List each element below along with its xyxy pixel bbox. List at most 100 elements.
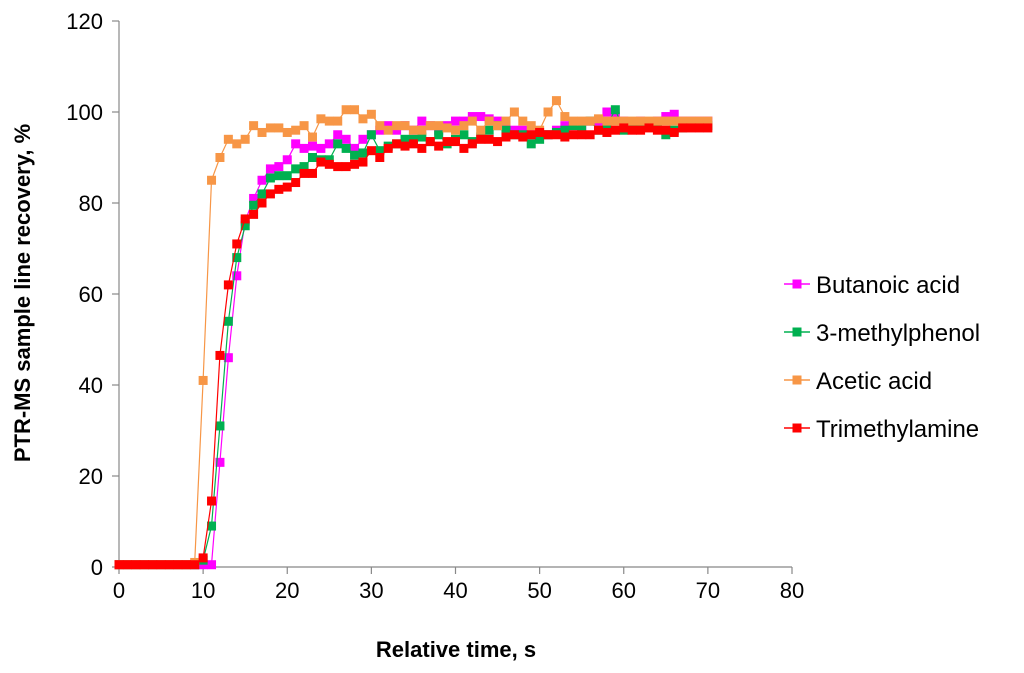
- data-point: [560, 121, 570, 131]
- data-point: [526, 121, 536, 131]
- data-point: [316, 143, 326, 153]
- data-point: [467, 116, 477, 126]
- data-point: [207, 521, 217, 531]
- data-point: [425, 121, 435, 131]
- data-point: [341, 105, 351, 115]
- legend-entry: Trimethylamine: [784, 416, 979, 443]
- data-point: [366, 146, 376, 156]
- data-point: [274, 184, 284, 194]
- data-point: [594, 125, 604, 135]
- data-point: [417, 116, 427, 126]
- data-point: [131, 560, 141, 570]
- data-point: [686, 123, 696, 133]
- data-point: [493, 116, 503, 126]
- data-point: [282, 127, 292, 137]
- data-point: [610, 125, 620, 135]
- data-point: [333, 116, 343, 126]
- data-point: [661, 125, 671, 135]
- data-point: [627, 125, 637, 135]
- data-point: [577, 116, 587, 126]
- data-point: [644, 123, 654, 133]
- data-point: [375, 121, 385, 131]
- x-tick-label: 40: [443, 578, 467, 603]
- data-point: [476, 125, 486, 135]
- legend-entry: 3-methylphenol: [784, 320, 980, 347]
- data-point: [526, 139, 536, 149]
- data-point: [636, 125, 646, 135]
- series-line: [119, 99, 708, 566]
- data-point: [341, 134, 351, 144]
- data-point: [619, 123, 629, 133]
- legend: Butanoic acid 3-methylphenol Acetic acid Tr…: [784, 272, 980, 443]
- data-point: [434, 141, 444, 151]
- data-point: [577, 123, 587, 133]
- data-point: [341, 143, 351, 153]
- data-point: [291, 178, 301, 188]
- data-point: [476, 112, 486, 122]
- data-point: [518, 132, 528, 142]
- data-point: [619, 116, 629, 126]
- data-point: [627, 116, 637, 126]
- data-point: [509, 130, 519, 140]
- data-point: [307, 153, 317, 162]
- data-point: [333, 130, 343, 140]
- data-point: [551, 130, 561, 140]
- data-point: [265, 173, 275, 183]
- data-point: [568, 121, 578, 131]
- data-point: [703, 116, 713, 126]
- x-tick-label: 10: [191, 578, 215, 603]
- data-point: [442, 123, 452, 133]
- data-point: [265, 123, 275, 133]
- data-point: [694, 116, 704, 126]
- data-point: [223, 134, 233, 144]
- data-point: [350, 105, 360, 115]
- data-point: [509, 125, 519, 135]
- data-point: [610, 116, 620, 126]
- data-point: [207, 560, 217, 570]
- data-point: [350, 159, 360, 169]
- data-point: [148, 560, 158, 570]
- data-point: [652, 116, 662, 126]
- y-tick-label: 80: [79, 191, 103, 216]
- data-point: [282, 182, 292, 192]
- data-point: [215, 457, 225, 467]
- data-point: [358, 157, 368, 167]
- data-point: [291, 164, 301, 174]
- data-point: [257, 189, 267, 199]
- data-point: [451, 137, 460, 147]
- data-point: [333, 162, 343, 172]
- data-point: [459, 116, 469, 126]
- data-point: [493, 137, 503, 147]
- data-point: [249, 193, 259, 203]
- data-point: [215, 153, 225, 162]
- data-point: [324, 139, 334, 149]
- data-point: [526, 130, 536, 140]
- legend-marker: [792, 279, 802, 289]
- data-point: [686, 116, 696, 126]
- data-point: [198, 560, 208, 570]
- data-point: [467, 112, 477, 122]
- data-point: [459, 143, 469, 153]
- data-point: [476, 134, 486, 144]
- y-tick-label: 20: [79, 464, 103, 489]
- data-point: [560, 125, 570, 135]
- data-point: [501, 125, 511, 135]
- data-point: [451, 116, 460, 126]
- data-point: [535, 134, 545, 144]
- data-point: [661, 116, 671, 126]
- data-point: [383, 143, 393, 153]
- data-point: [350, 143, 360, 153]
- legend-entry: Acetic acid: [784, 368, 932, 395]
- data-point: [139, 560, 149, 570]
- data-point: [669, 127, 679, 137]
- data-point: [274, 171, 284, 181]
- data-point: [467, 139, 477, 149]
- data-point: [274, 162, 284, 172]
- data-point: [282, 171, 292, 181]
- legend-marker: [792, 327, 802, 337]
- data-point: [307, 141, 317, 151]
- data-point: [122, 560, 132, 570]
- data-point: [198, 375, 208, 385]
- data-point: [669, 116, 679, 126]
- data-point: [694, 123, 704, 133]
